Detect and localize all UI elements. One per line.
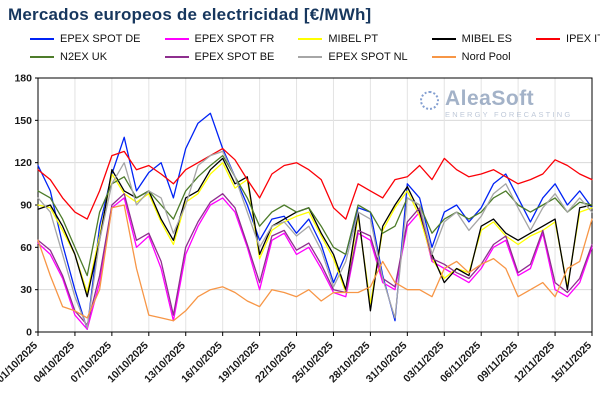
legend: EPEX SPOT DE EPEX SPOT FR MIBEL PT MIBEL ES… (30, 31, 600, 64)
chart-title: Mercados europeos de electricidad [€/MWh… (8, 5, 372, 24)
y-tick-label: 180 (14, 73, 32, 85)
legend-swatch (298, 37, 323, 40)
y-tick-label: 60 (20, 242, 32, 254)
x-tick-label: 15/11/2025 (549, 340, 594, 385)
legend-swatch (164, 37, 189, 40)
legend-item-epex-spot-fr[interactable]: EPEX SPOT FR (164, 31, 275, 46)
legend-label: EPEX SPOT DE (60, 32, 141, 45)
legend-swatch (164, 55, 189, 58)
legend-swatch (298, 55, 323, 58)
legend-label: N2EX UK (60, 50, 108, 63)
legend-swatch (536, 37, 561, 40)
legend-label: Nord Pool (461, 50, 511, 63)
y-tick-label: 0 (26, 327, 32, 339)
series-line-epex-spot-be (37, 193, 593, 326)
series-line-mibel-es (37, 157, 593, 312)
legend-label: IPEX IT (566, 32, 600, 45)
series-line-epex-spot-fr (37, 197, 593, 330)
y-tick-label: 30 (20, 284, 32, 296)
y-tick-label: 90 (20, 200, 32, 212)
legend-item-epex-spot-de[interactable]: EPEX SPOT DE (30, 31, 141, 46)
chart-area: 0 30 60 90 120 150 180 01/10/2025 04/10/2025 07/1… (0, 70, 600, 418)
series-line-epex-spot-nl (37, 150, 593, 329)
legend-swatch (30, 37, 54, 40)
legend-item-mibel-pt[interactable]: MIBEL PT (298, 31, 407, 46)
legend-label: EPEX SPOT BE (194, 50, 275, 63)
legend-item-mibel-es[interactable]: MIBEL ES (431, 31, 513, 46)
series-line-n2ex-uk (37, 154, 593, 277)
line-chart: 030609012015018001/10/202504/10/202507/1… (0, 73, 594, 386)
legend-item-epex-spot-be[interactable]: EPEX SPOT BE (164, 49, 275, 64)
series-line-mibel-pt (37, 162, 593, 305)
legend-item-nord-pool[interactable]: Nord Pool (431, 49, 512, 64)
legend-item-n2ex-uk[interactable]: N2EX UK (30, 49, 141, 64)
series-line-nord-pool (37, 204, 593, 322)
legend-swatch (431, 55, 456, 58)
legend-label: EPEX SPOT NL (328, 50, 408, 63)
series-line-epex-spot-de (37, 112, 593, 330)
legend-label: MIBEL ES (461, 32, 513, 45)
y-tick-label: 120 (14, 157, 32, 169)
legend-label: EPEX SPOT FR (194, 32, 275, 45)
legend-item-ipex-it[interactable]: IPEX IT (536, 31, 600, 46)
legend-swatch (30, 55, 54, 58)
legend-swatch (431, 37, 456, 40)
legend-label: MIBEL PT (328, 32, 379, 45)
legend-item-epex-spot-nl[interactable]: EPEX SPOT NL (298, 49, 408, 64)
series-line-ipex-it (37, 147, 593, 220)
y-tick-label: 150 (14, 115, 32, 127)
